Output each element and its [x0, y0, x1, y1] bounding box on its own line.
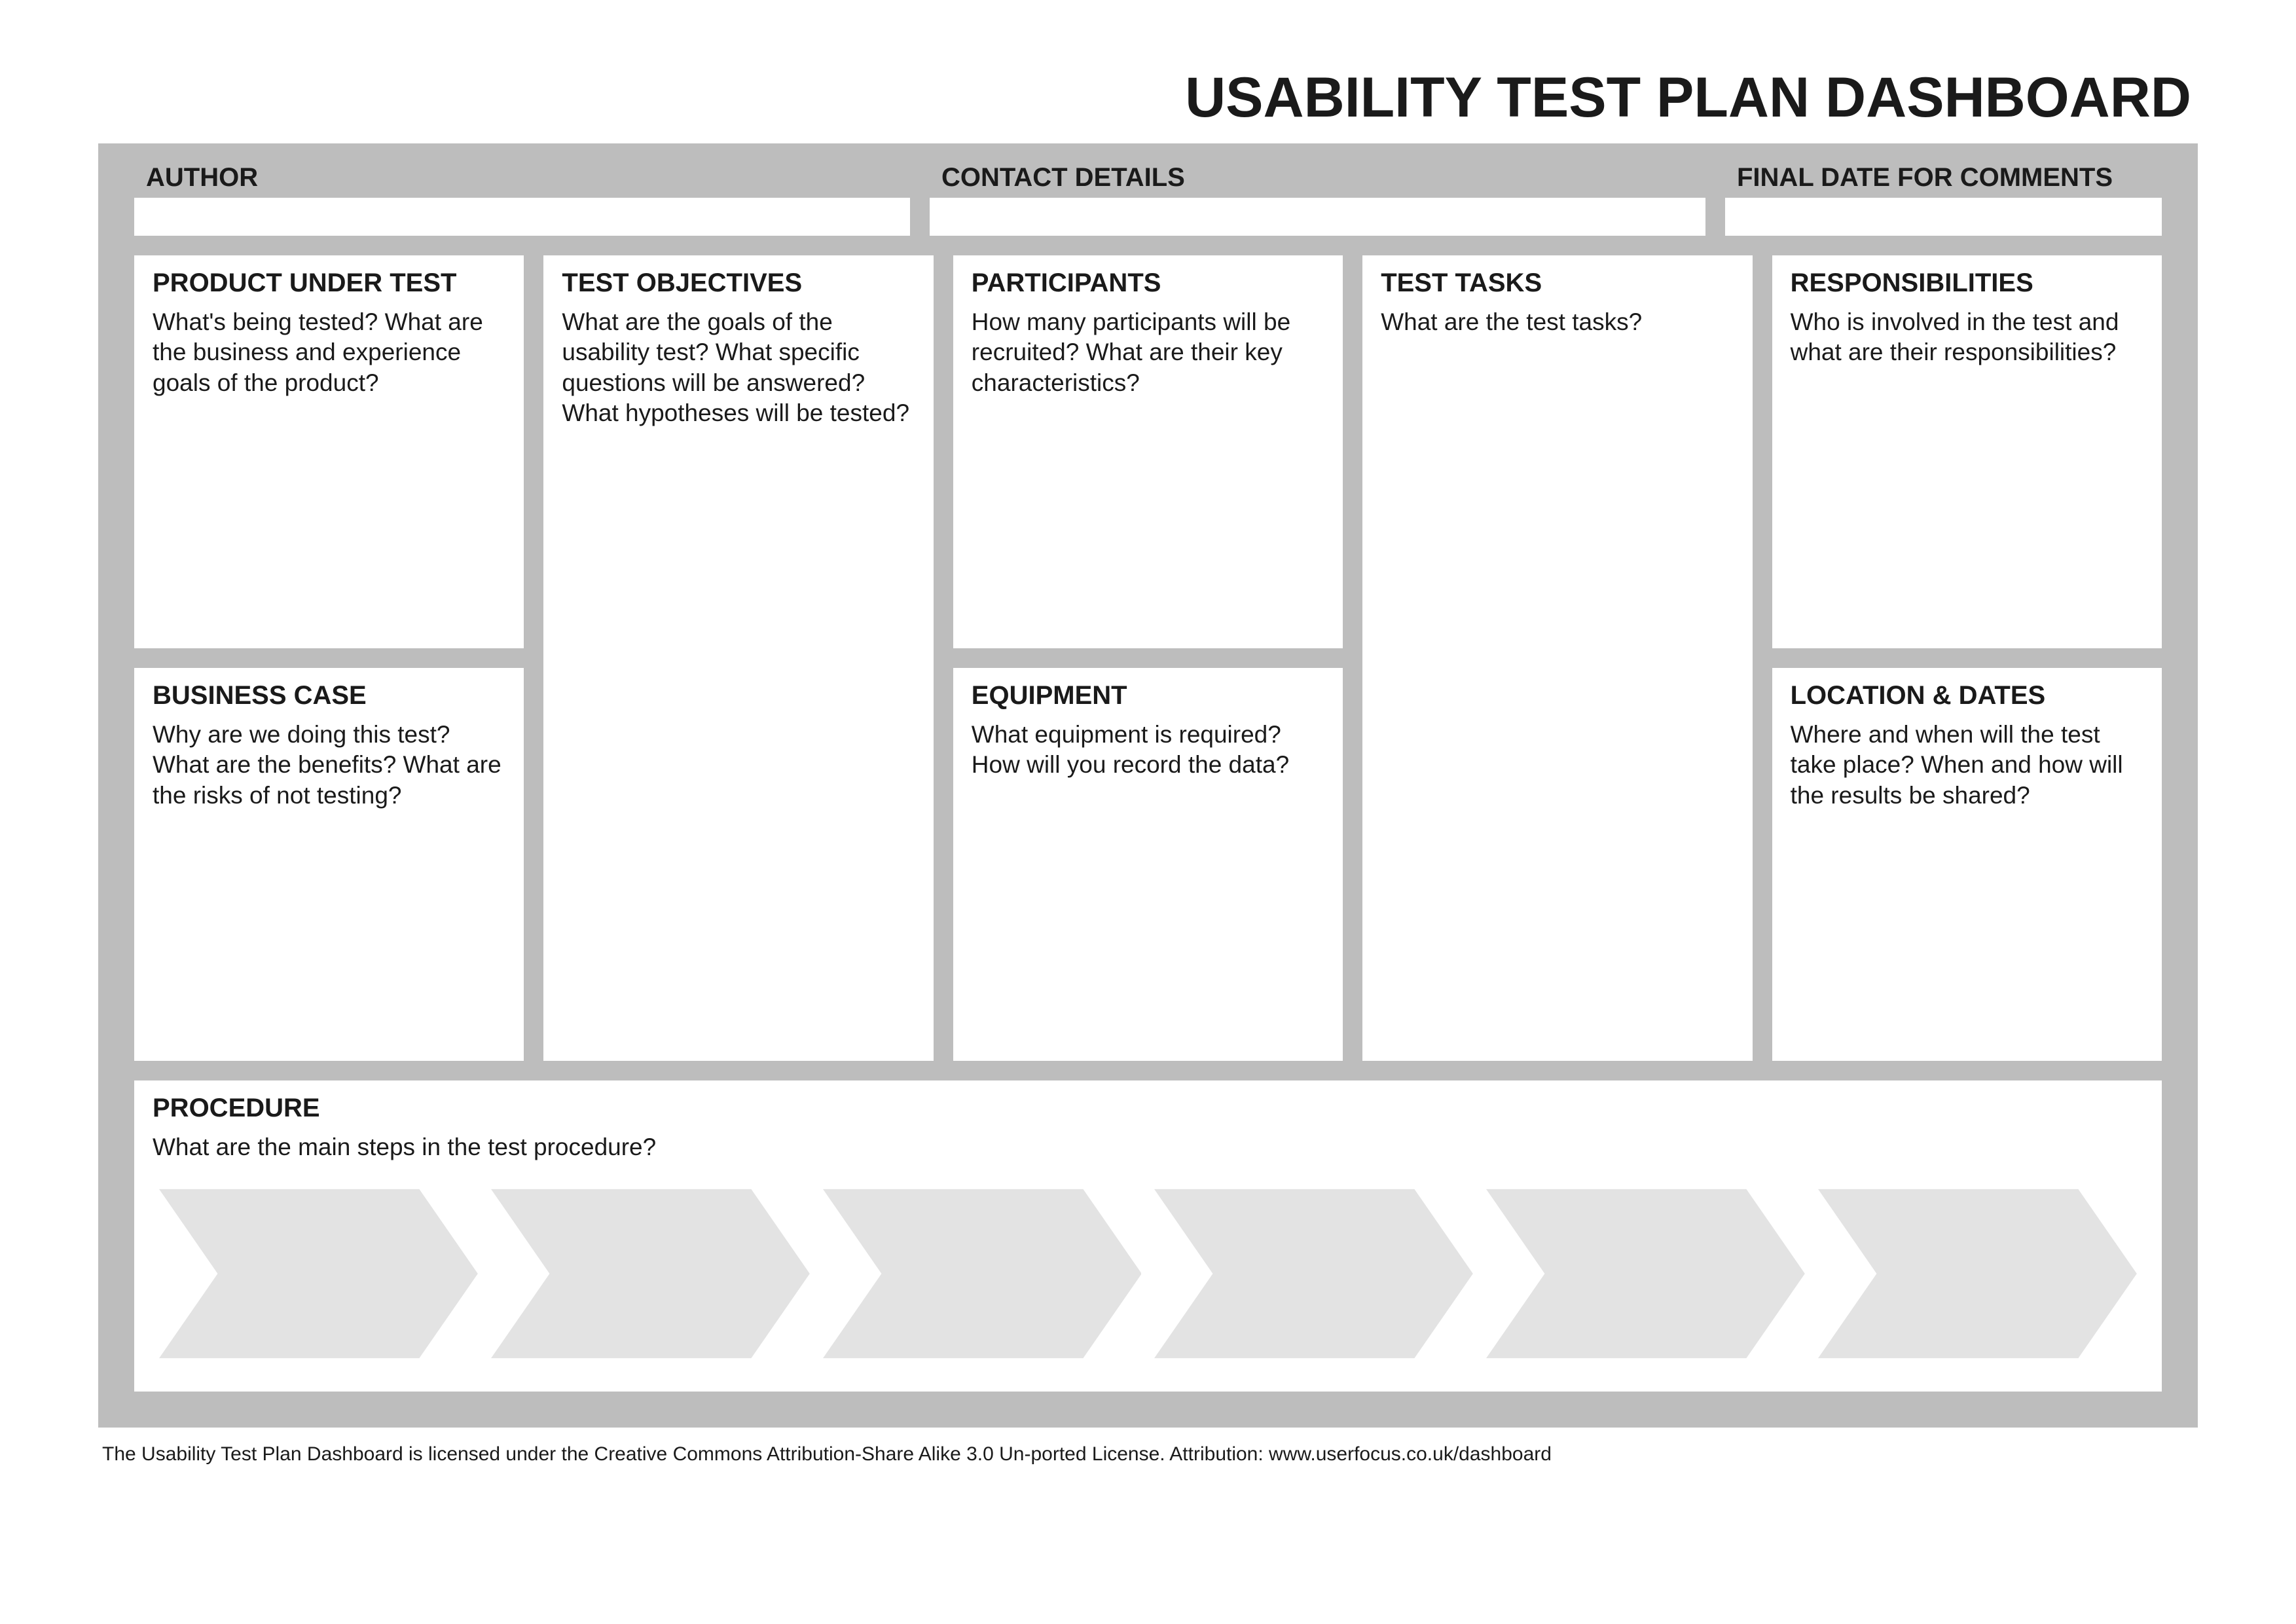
card-title: TEST OBJECTIVES	[562, 268, 915, 298]
card-body: Why are we doing this test? What are the…	[153, 720, 505, 811]
card-procedure: PROCEDURE What are the main steps in the…	[134, 1080, 2162, 1392]
card-responsibilities: RESPONSIBILITIES Who is involved in the …	[1772, 255, 2162, 648]
author-input[interactable]	[134, 198, 910, 236]
card-grid: PRODUCT UNDER TEST What's being tested? …	[134, 255, 2162, 1061]
header-row: AUTHOR CONTACT DETAILS FINAL DATE FOR CO…	[134, 163, 2162, 236]
page-title: USABILITY TEST PLAN DASHBOARD	[98, 65, 2198, 130]
card-title: TEST TASKS	[1381, 268, 1734, 298]
page: USABILITY TEST PLAN DASHBOARD AUTHOR CON…	[0, 0, 2296, 1624]
chevron-arrow-icon	[823, 1189, 1142, 1359]
chevron-arrow-icon	[159, 1189, 478, 1359]
contact-input[interactable]	[930, 198, 1705, 236]
card-body: How many participants will be recruited?…	[972, 307, 1324, 398]
card-body: What are the test tasks?	[1381, 307, 1734, 337]
card-business-case: BUSINESS CASE Why are we doing this test…	[134, 668, 524, 1061]
procedure-arrows	[153, 1189, 2143, 1359]
card-title: EQUIPMENT	[972, 681, 1324, 710]
card-test-tasks: TEST TASKS What are the test tasks?	[1362, 255, 1752, 1061]
contact-label: CONTACT DETAILS	[930, 163, 1705, 193]
card-location-dates: LOCATION & DATES Where and when will the…	[1772, 668, 2162, 1061]
header-author: AUTHOR	[134, 163, 910, 236]
card-title: PROCEDURE	[153, 1094, 2143, 1123]
card-body: What are the main steps in the test proc…	[153, 1132, 2143, 1162]
card-equipment: EQUIPMENT What equipment is required? Ho…	[953, 668, 1343, 1061]
card-body: Who is involved in the test and what are…	[1791, 307, 2143, 368]
chevron-arrow-icon	[1486, 1189, 1805, 1359]
license-footer: The Usability Test Plan Dashboard is lic…	[98, 1443, 2198, 1466]
card-body: What are the goals of the usability test…	[562, 307, 915, 428]
card-title: BUSINESS CASE	[153, 681, 505, 710]
card-body: What equipment is required? How will you…	[972, 720, 1324, 781]
card-test-objectives: TEST OBJECTIVES What are the goals of th…	[543, 255, 933, 1061]
card-participants: PARTICIPANTS How many participants will …	[953, 255, 1343, 648]
card-title: PARTICIPANTS	[972, 268, 1324, 298]
card-title: RESPONSIBILITIES	[1791, 268, 2143, 298]
chevron-arrow-icon	[1154, 1189, 1473, 1359]
card-title: PRODUCT UNDER TEST	[153, 268, 505, 298]
card-body: What's being tested? What are the busine…	[153, 307, 505, 398]
final-date-label: FINAL DATE FOR COMMENTS	[1725, 163, 2162, 193]
final-date-input[interactable]	[1725, 198, 2162, 236]
card-body: Where and when will the test take place?…	[1791, 720, 2143, 811]
card-product-under-test: PRODUCT UNDER TEST What's being tested? …	[134, 255, 524, 648]
chevron-arrow-icon	[491, 1189, 810, 1359]
dashboard-canvas: AUTHOR CONTACT DETAILS FINAL DATE FOR CO…	[98, 143, 2198, 1428]
chevron-arrow-icon	[1818, 1189, 2137, 1359]
header-final-date: FINAL DATE FOR COMMENTS	[1725, 163, 2162, 236]
author-label: AUTHOR	[134, 163, 910, 193]
header-contact: CONTACT DETAILS	[930, 163, 1705, 236]
card-title: LOCATION & DATES	[1791, 681, 2143, 710]
